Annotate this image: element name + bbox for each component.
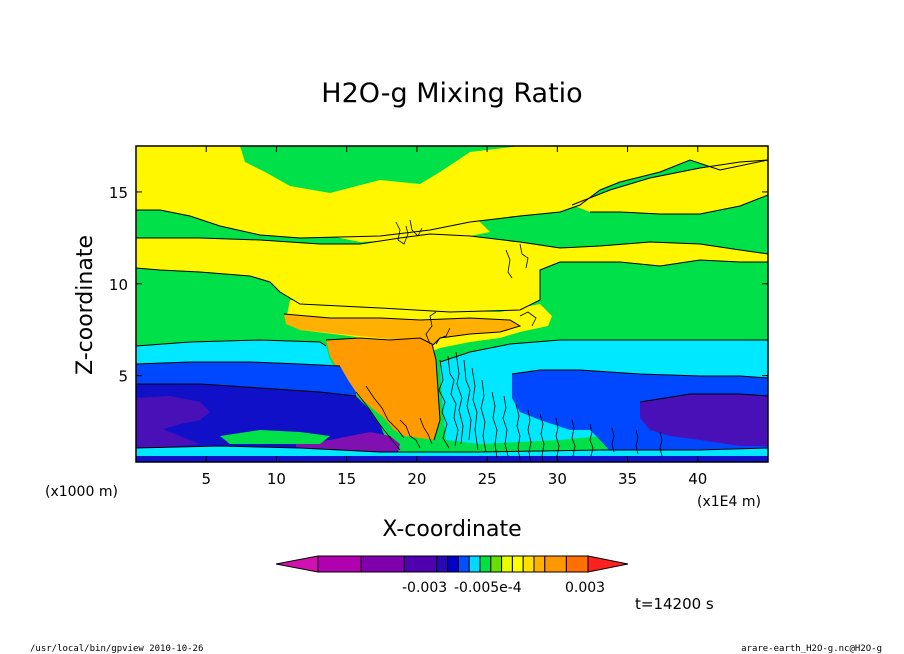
colorbar-segment xyxy=(317,555,362,573)
colorbar-segment xyxy=(565,555,589,573)
colorbar-segment xyxy=(436,555,449,573)
colorbar-segment xyxy=(511,555,524,573)
colorbar-segment xyxy=(490,555,503,573)
upper-yellow-band-left xyxy=(136,146,768,238)
colorbar-label-1: -0.003 xyxy=(402,580,447,596)
footer-left-text: /usr/local/bin/gpview 2010-10-26 xyxy=(30,644,203,654)
x-unit-left-label: (x1000 m) xyxy=(45,484,118,500)
footer-right-text: arare-earth_H2O-g.nc@H2O-g xyxy=(741,644,882,654)
colorbar-segment xyxy=(533,555,546,573)
mid-yellow-band xyxy=(136,234,768,312)
x-tick-label: 25 xyxy=(478,470,497,488)
time-label: t=14200 s xyxy=(635,595,714,613)
colorbar-segment xyxy=(360,555,405,573)
x-unit-right-label: (x1E4 m) xyxy=(697,494,761,510)
plot-area xyxy=(136,146,768,462)
y-tick-label: 15 xyxy=(109,184,128,202)
right-yellow-lobe xyxy=(572,160,768,214)
dark-blue-floor xyxy=(136,456,768,462)
colorbar-arrow-left xyxy=(275,555,319,573)
colorbar-segment xyxy=(403,555,438,573)
x-tick-label: 5 xyxy=(201,470,211,488)
green-floor-strip xyxy=(220,430,330,444)
colorbar-label-3: 0.003 xyxy=(565,580,605,596)
indigo-floor-left xyxy=(136,428,200,448)
anvil-orange-outline xyxy=(284,314,520,346)
colorbar-segment xyxy=(457,555,470,573)
indigo-layer-right xyxy=(640,394,768,446)
colorbar-label-2: -0.005e-4 xyxy=(454,580,522,596)
turbulent-contours xyxy=(355,219,663,462)
plot-frame xyxy=(135,145,769,463)
x-tick-label: 30 xyxy=(548,470,567,488)
colorbar-segment xyxy=(447,555,459,573)
x-tick-label: 35 xyxy=(618,470,637,488)
y-tick-label: 5 xyxy=(118,368,128,386)
colorbar-segment xyxy=(501,555,513,573)
y-tick-label: 10 xyxy=(109,276,128,294)
x-axis-ticks: 5 10 15 20 25 30 35 40 xyxy=(201,146,707,488)
x-tick-label: 20 xyxy=(407,470,426,488)
colorbar xyxy=(275,555,629,573)
colorbar-segment xyxy=(479,555,492,573)
updraft-orange-core xyxy=(326,338,440,440)
x-axis-label: X-coordinate xyxy=(382,517,521,542)
x-tick-label: 15 xyxy=(337,470,356,488)
x-tick-label: 10 xyxy=(267,470,286,488)
colorbar-segment xyxy=(468,555,481,573)
cyan-floor-strip xyxy=(136,446,768,456)
y-axis-label: Z-coordinate xyxy=(73,235,98,375)
colorbar-segment xyxy=(522,555,535,573)
x-tick-label: 40 xyxy=(688,470,707,488)
indigo-layer-left xyxy=(136,396,210,432)
colorbar-arrow-right xyxy=(587,555,629,573)
dark-blue-layer-left xyxy=(136,384,386,452)
chart-title: H2O-g Mixing Ratio xyxy=(321,78,582,109)
contour-lines xyxy=(136,159,768,453)
colorbar-segment xyxy=(544,555,567,573)
y-axis-ticks: 5 10 15 xyxy=(109,184,768,386)
anvil-yellow-plume xyxy=(330,204,490,242)
